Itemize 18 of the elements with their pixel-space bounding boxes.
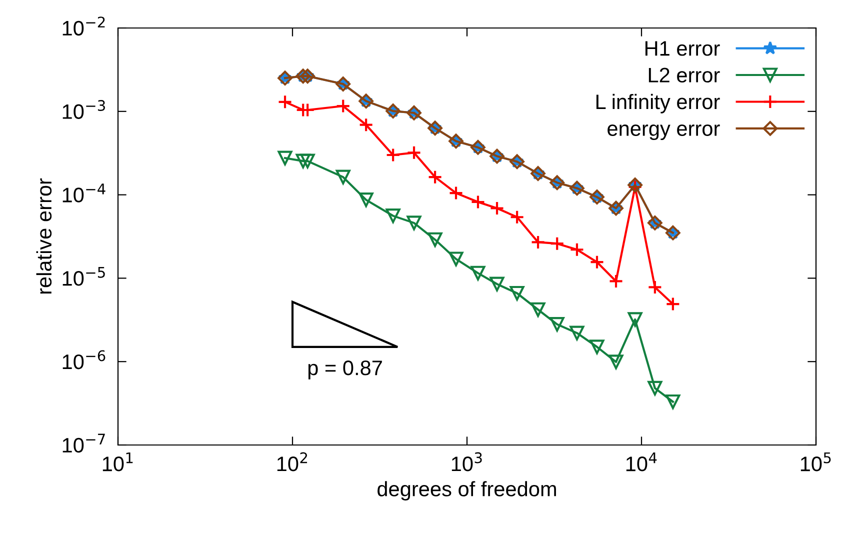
x-tick-label: 10$^{2}$ xyxy=(277,452,308,472)
y-tick-label: 10$^{−3}$ xyxy=(62,100,105,119)
legend-label: energy error xyxy=(608,124,720,140)
x-tick-label: 10$^{4}$ xyxy=(626,452,657,472)
legend-label: L2 error xyxy=(648,68,720,83)
legend-label: L infinity error xyxy=(596,94,720,114)
x-tick-label: 10$^{1}$ xyxy=(102,452,133,472)
annotation: p = 0.87 xyxy=(308,360,382,380)
y-axis-title: relative error xyxy=(36,178,52,294)
legend-label: H1 error xyxy=(645,41,720,56)
x-tick-label: 10$^{5}$ xyxy=(800,452,831,472)
y-tick-label: 10$^{−4}$ xyxy=(62,184,106,202)
y-tick-label: 10$^{−2}$ xyxy=(62,16,105,36)
y-tick-label: 10$^{−7}$ xyxy=(62,434,105,453)
y-tick-label: 10$^{−6}$ xyxy=(62,350,106,370)
x-axis-title: degrees of freedom xyxy=(378,481,556,501)
y-tick-label: 10$^{−5}$ xyxy=(62,267,105,286)
x-tick-label: 10$^{3}$ xyxy=(452,452,482,472)
